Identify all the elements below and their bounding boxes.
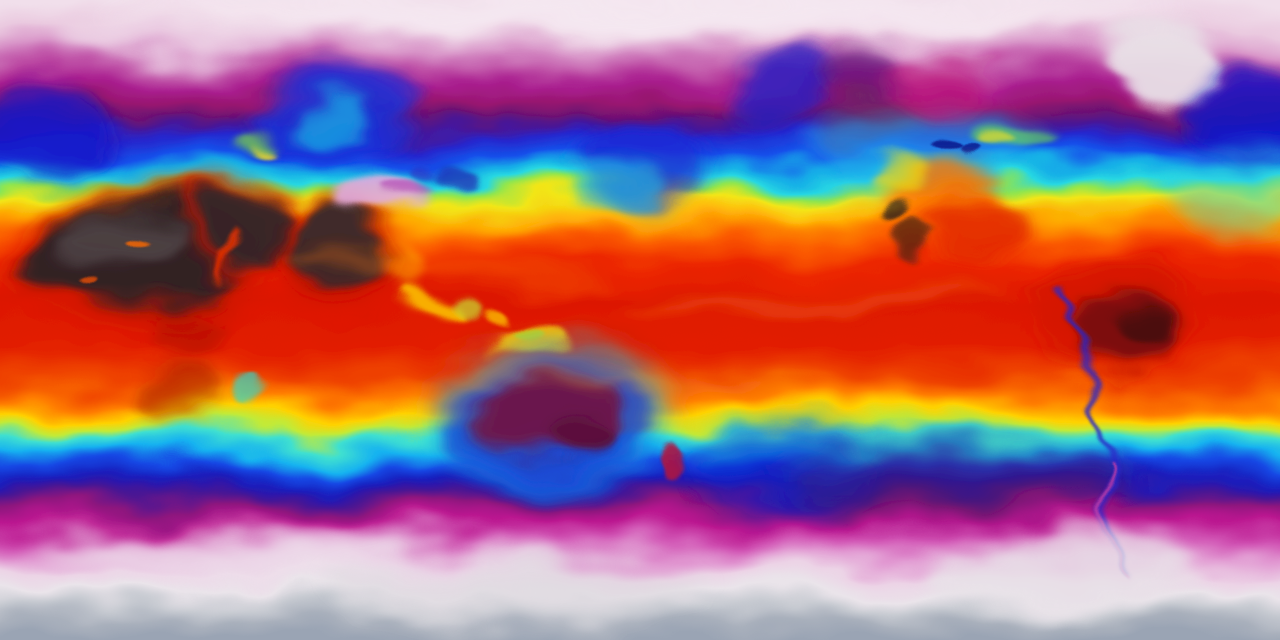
map-feature-scandinavia-cyan-core [290,99,370,137]
map-feature-australia-dark-spot [542,414,610,456]
map-feature-sulawesi-yellow [487,312,507,328]
map-feature-andes-cold-ridge [1066,284,1126,570]
map-feature-sahara-ember-spot [121,234,135,242]
map-feature-bering-purple [817,46,907,106]
map-feature-us-south-red-core [925,200,1025,260]
map-feature-arctic-white-wisp [120,0,1160,32]
map-feature-equator-orange-swirl-3 [460,368,820,392]
map-feature-okhotsk-cyan-streak [570,169,670,207]
map-feature-kamchatka-blue [725,52,835,132]
map-feature-north-atlantic-blue-east [1192,67,1280,163]
map-feature-amazon-darkest-spot [1118,309,1162,341]
map-feature-equator-orange-swirl-1 [290,253,610,287]
map-feature-sahara-gray-sheen [57,216,173,270]
map-feature-great-lake-west [931,139,959,155]
map-features [0,0,1280,618]
map-feature-great-lake-east [956,146,980,160]
map-feature-madagascar-cyan [239,368,257,412]
map-feature-sahel-ember-spot [87,286,103,294]
map-feature-antarctic-gray-mass [330,562,710,618]
map-feature-arctic-white-wisp-west [60,22,320,54]
map-feature-caspian-blue-spot [437,158,473,182]
map-feature-north-atlantic-blue-west [0,92,110,178]
map-feature-gulfstream-yellow [981,133,1009,149]
map-feature-indonesia-yellow-arc [388,294,468,330]
map-feature-atlantic-cyan-band [1165,150,1280,230]
map-feature-equator-yellow-streak [480,202,920,228]
map-feature-greenland-ice-cap [1107,19,1223,105]
map-feature-india-dark-core [295,201,379,293]
map-feature-hudson-bay-magenta [890,52,1000,118]
map-feature-blacksea-blue-spot [413,154,437,170]
map-feature-tibet-magenta-streak [382,173,434,191]
map-feature-us-northwest-yellow [872,164,924,192]
map-feature-mexico-dark-spot [902,228,928,264]
map-feature-europe-yellow-spot [263,144,283,154]
map-feature-equator-orange-swirl-2 [620,285,1020,315]
map-feature-south-pacific-purple [780,442,1120,518]
map-feature-new-zealand-sliver [661,442,695,488]
map-feature-antarctic-white-wave-east [930,536,1190,608]
map-feature-congo-dark-red [150,305,220,355]
map-feature-borneo-green [452,304,484,326]
map-feature-kalahari-red [145,365,225,421]
map-feature-new-guinea-green [500,332,540,348]
map-feature-arabia-dark-core [189,191,295,273]
map-feature-red-sea-strip [211,227,239,277]
map-feature-north-america-cyan [815,104,1035,196]
